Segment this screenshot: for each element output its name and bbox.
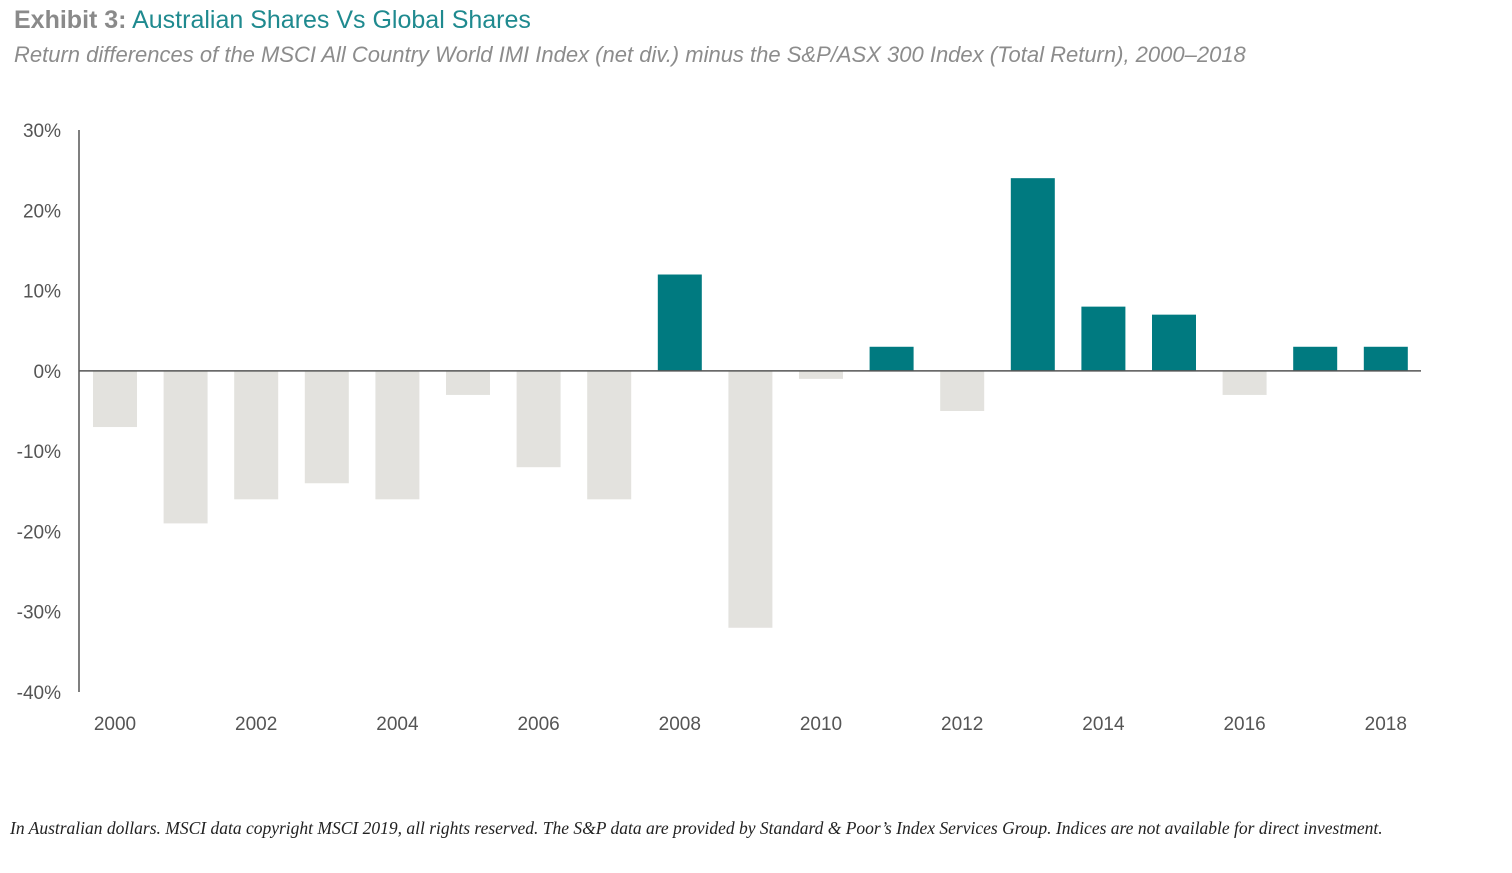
bar-2010 [799, 370, 843, 379]
x-tick-label: 2008 [659, 714, 701, 735]
bar-2009 [728, 370, 773, 628]
bar-2016 [1222, 370, 1267, 395]
y-tick-label: 10% [23, 282, 61, 303]
x-axis-ticks: 2000 2002 2004 2006 2008 2010 2012 2014 2016 2018 [94, 714, 1407, 735]
chart-title-text: Australian Shares Vs Global Shares [132, 6, 531, 34]
bar-2007 [587, 370, 632, 500]
bar-2014 [1081, 306, 1126, 371]
y-tick-label: 20% [23, 201, 61, 222]
x-tick-label: 2004 [376, 714, 419, 735]
y-tick-label: -40% [17, 683, 61, 704]
bar-2000 [93, 370, 137, 428]
bar-2013 [1010, 178, 1055, 371]
x-tick-label: 2016 [1223, 714, 1265, 735]
bar-2001 [163, 370, 208, 524]
bar-2003 [304, 370, 349, 484]
x-tick-label: 2000 [94, 714, 136, 735]
y-tick-label: -20% [17, 522, 61, 543]
bar-2004 [375, 370, 420, 500]
exhibit-number: Exhibit 3: [14, 6, 127, 34]
chart-subtitle: Return differences of the MSCI All Count… [14, 42, 1246, 67]
x-tick-label: 2006 [517, 714, 559, 735]
bar-2012 [940, 370, 985, 411]
x-tick-label: 2002 [235, 714, 277, 735]
x-tick-label: 2014 [1082, 714, 1125, 735]
bar-2002 [234, 370, 279, 500]
x-tick-label: 2012 [941, 714, 983, 735]
chart-title: Exhibit 3: Australian Shares Vs Global S… [14, 4, 531, 36]
bar-2017 [1293, 346, 1338, 371]
bar-2005 [446, 370, 490, 395]
y-tick-label: 0% [34, 362, 62, 383]
y-tick-label: -30% [17, 603, 61, 624]
bars-group [93, 178, 1408, 628]
x-tick-label: 2018 [1365, 714, 1407, 735]
y-axis-ticks: 30% 20% 10% 0% -10% -20% -30% -40% [17, 121, 61, 704]
y-tick-label: 30% [23, 121, 61, 142]
bar-2015 [1152, 314, 1196, 371]
bar-2018 [1363, 346, 1408, 371]
bar-2011 [869, 346, 914, 371]
footnote: In Australian dollars. MSCI data copyrig… [10, 818, 1383, 838]
bar-2008 [657, 274, 702, 371]
x-tick-label: 2010 [800, 714, 842, 735]
y-tick-label: -10% [17, 442, 61, 463]
bar-2006 [516, 370, 561, 468]
